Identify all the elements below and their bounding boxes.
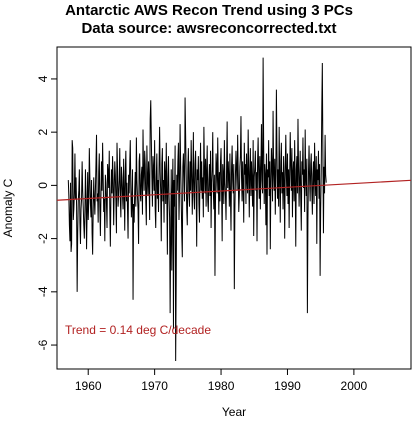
y-tick-label-4: 4	[36, 75, 50, 82]
x-tick-label-2000: 2000	[341, 379, 368, 393]
chart-title: Antarctic AWS Recon Trend using 3 PCs	[65, 2, 353, 19]
trend-annotation: Trend = 0.14 deg C/decade	[65, 323, 211, 337]
x-tick-label-1960: 1960	[75, 379, 102, 393]
y-axis-label: Anomaly C	[1, 178, 15, 237]
y-tick-label--4: -4	[36, 286, 50, 297]
x-axis: 1960 1970 1980 1990 2000	[75, 369, 368, 393]
y-tick-label--6: -6	[36, 339, 50, 350]
plot-frame	[56, 46, 412, 370]
x-tick-label-1980: 1980	[208, 379, 235, 393]
series-line	[67, 57, 327, 362]
chart-subtitle: Data source: awsreconcorrected.txt	[81, 20, 337, 37]
y-tick-label-0: 0	[36, 182, 50, 189]
x-tick-label-1970: 1970	[141, 379, 168, 393]
y-axis: -6 -4 -2 0 2 4	[36, 75, 57, 350]
y-tick-label--2: -2	[36, 233, 50, 244]
x-axis-label: Year	[222, 405, 246, 419]
y-tick-label-2: 2	[36, 129, 50, 136]
x-tick-label-1990: 1990	[274, 379, 301, 393]
trend-line	[56, 179, 412, 201]
